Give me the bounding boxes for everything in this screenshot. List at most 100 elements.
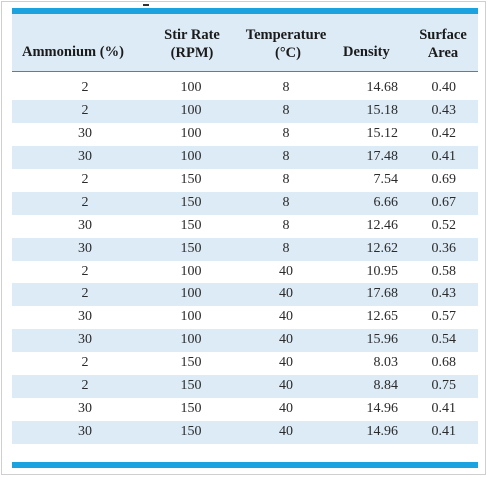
cell-ammonium: 30 bbox=[78, 309, 92, 325]
cell-temperature: 8 bbox=[282, 102, 290, 118]
cell-surface-area: 0.67 bbox=[431, 194, 457, 210]
header-surface-area-line1: Surface bbox=[419, 27, 467, 43]
header-surface-area-line2: Area bbox=[427, 45, 459, 61]
cell-ammonium: 2 bbox=[81, 194, 89, 210]
cell-density: 15.12 bbox=[366, 125, 399, 141]
cell-density: 12.46 bbox=[366, 217, 399, 233]
cell-density: 7.54 bbox=[373, 171, 399, 187]
table-row: 30 150 8 12.46 0.52 bbox=[12, 215, 478, 238]
table-row: 2 150 40 8.03 0.68 bbox=[12, 352, 478, 375]
cell-surface-area: 0.40 bbox=[431, 80, 457, 95]
cell-density: 14.96 bbox=[366, 424, 399, 440]
cell-surface-area: 0.58 bbox=[431, 263, 457, 279]
cell-surface-area: 0.36 bbox=[431, 240, 457, 256]
table-row: 30 100 40 15.96 0.54 bbox=[12, 329, 478, 353]
cell-surface-area: 0.68 bbox=[431, 355, 457, 371]
cell-stir-rate: 100 bbox=[180, 125, 202, 141]
cell-ammonium: 2 bbox=[81, 171, 89, 187]
cell-density: 14.68 bbox=[366, 80, 399, 95]
cell-temperature: 40 bbox=[279, 355, 293, 371]
cell-ammonium: 30 bbox=[78, 217, 92, 233]
cell-density: 8.84 bbox=[373, 378, 399, 394]
cell-surface-area: 0.41 bbox=[431, 424, 457, 440]
cell-temperature: 40 bbox=[279, 378, 293, 394]
cell-ammonium: 30 bbox=[78, 148, 92, 164]
cell-stir-rate: 150 bbox=[180, 194, 202, 210]
cell-ammonium: 30 bbox=[78, 401, 92, 417]
cell-density: 12.62 bbox=[366, 240, 399, 256]
table-row: 2 150 8 7.54 0.69 bbox=[12, 169, 478, 192]
cell-temperature: 40 bbox=[279, 401, 293, 417]
cell-density: 17.48 bbox=[366, 148, 399, 164]
cell-surface-area: 0.69 bbox=[431, 171, 457, 187]
cell-density: 8.03 bbox=[373, 355, 399, 371]
cell-stir-rate: 100 bbox=[180, 102, 202, 118]
cell-stir-rate: 150 bbox=[180, 401, 202, 417]
cell-stir-rate: 150 bbox=[180, 217, 202, 233]
cell-temperature: 8 bbox=[282, 194, 290, 210]
top-accent-bar bbox=[12, 8, 478, 14]
cell-surface-area: 0.43 bbox=[431, 286, 457, 302]
cell-stir-rate: 100 bbox=[180, 286, 202, 302]
header-temperature-line2: (°C) bbox=[275, 45, 301, 61]
header-ammonium: Ammonium (%) bbox=[22, 44, 124, 60]
cell-surface-area: 0.54 bbox=[431, 332, 457, 348]
cell-density: 15.18 bbox=[366, 102, 399, 118]
cell-stir-rate: 150 bbox=[180, 240, 202, 256]
table-row: 30 150 40 14.96 0.41 bbox=[12, 398, 478, 421]
cell-ammonium: 2 bbox=[81, 263, 89, 279]
table-row: 30 100 8 15.12 0.42 bbox=[12, 123, 478, 146]
cell-density: 14.96 bbox=[366, 401, 399, 417]
cell-density: 6.66 bbox=[373, 194, 399, 210]
cell-stir-rate: 150 bbox=[180, 424, 202, 440]
tick-mark bbox=[143, 4, 149, 6]
cell-surface-area: 0.42 bbox=[431, 125, 457, 141]
cell-stir-rate: 150 bbox=[180, 378, 202, 394]
cell-stir-rate: 100 bbox=[180, 263, 202, 279]
cell-ammonium: 30 bbox=[78, 240, 92, 256]
table-row: 30 100 8 17.48 0.41 bbox=[12, 145, 478, 169]
cell-surface-area: 0.41 bbox=[431, 401, 457, 417]
cell-ammonium: 30 bbox=[78, 332, 92, 348]
header-stir-rate-line2: (RPM) bbox=[170, 45, 214, 61]
cell-temperature: 8 bbox=[282, 217, 290, 233]
cell-stir-rate: 100 bbox=[180, 332, 202, 348]
table-row: 2 150 40 8.84 0.75 bbox=[12, 375, 478, 399]
cell-ammonium: 2 bbox=[81, 102, 89, 118]
cell-ammonium: 2 bbox=[81, 378, 89, 394]
table-row: 2 100 8 15.18 0.43 bbox=[12, 99, 478, 123]
cell-stir-rate: 100 bbox=[180, 80, 202, 95]
table-row: 30 100 40 12.65 0.57 bbox=[12, 306, 478, 329]
table-row: 2 100 40 10.95 0.58 bbox=[12, 261, 478, 284]
cell-temperature: 8 bbox=[282, 125, 290, 141]
cell-density: 12.65 bbox=[366, 309, 399, 325]
header-density: Density bbox=[343, 44, 390, 60]
cell-temperature: 8 bbox=[282, 80, 290, 95]
cell-surface-area: 0.52 bbox=[431, 217, 457, 233]
bottom-accent-bar bbox=[12, 462, 478, 468]
table-row: 2 100 40 17.68 0.43 bbox=[12, 283, 478, 307]
table-row: 30 150 8 12.62 0.36 bbox=[12, 237, 478, 261]
cell-temperature: 40 bbox=[279, 332, 293, 348]
cell-stir-rate: 100 bbox=[180, 148, 202, 164]
cell-stir-rate: 150 bbox=[180, 355, 202, 371]
cell-stir-rate: 100 bbox=[180, 309, 202, 325]
cell-density: 10.95 bbox=[366, 263, 399, 279]
cell-temperature: 8 bbox=[282, 171, 290, 187]
table-row: 30 150 40 14.96 0.41 bbox=[12, 421, 478, 444]
cell-temperature: 40 bbox=[279, 263, 293, 279]
cell-surface-area: 0.43 bbox=[431, 102, 457, 118]
cell-density: 15.96 bbox=[366, 332, 399, 348]
cell-ammonium: 30 bbox=[78, 125, 92, 141]
table-body: 2 100 8 14.68 0.40 2 100 8 15.18 0.43 30 100 8 15.12 0… bbox=[12, 77, 478, 444]
table-row: 2 100 8 14.68 0.40 bbox=[12, 77, 478, 100]
cell-temperature: 8 bbox=[282, 240, 290, 256]
cell-surface-area: 0.41 bbox=[431, 148, 457, 164]
cell-ammonium: 30 bbox=[78, 424, 92, 440]
cell-temperature: 40 bbox=[279, 424, 293, 440]
table-row: 2 150 8 6.66 0.67 bbox=[12, 191, 478, 215]
cell-stir-rate: 150 bbox=[180, 171, 202, 187]
table-header: Ammonium (%) Stir Rate (RPM) Temperature… bbox=[12, 14, 478, 72]
cell-ammonium: 2 bbox=[81, 355, 89, 371]
